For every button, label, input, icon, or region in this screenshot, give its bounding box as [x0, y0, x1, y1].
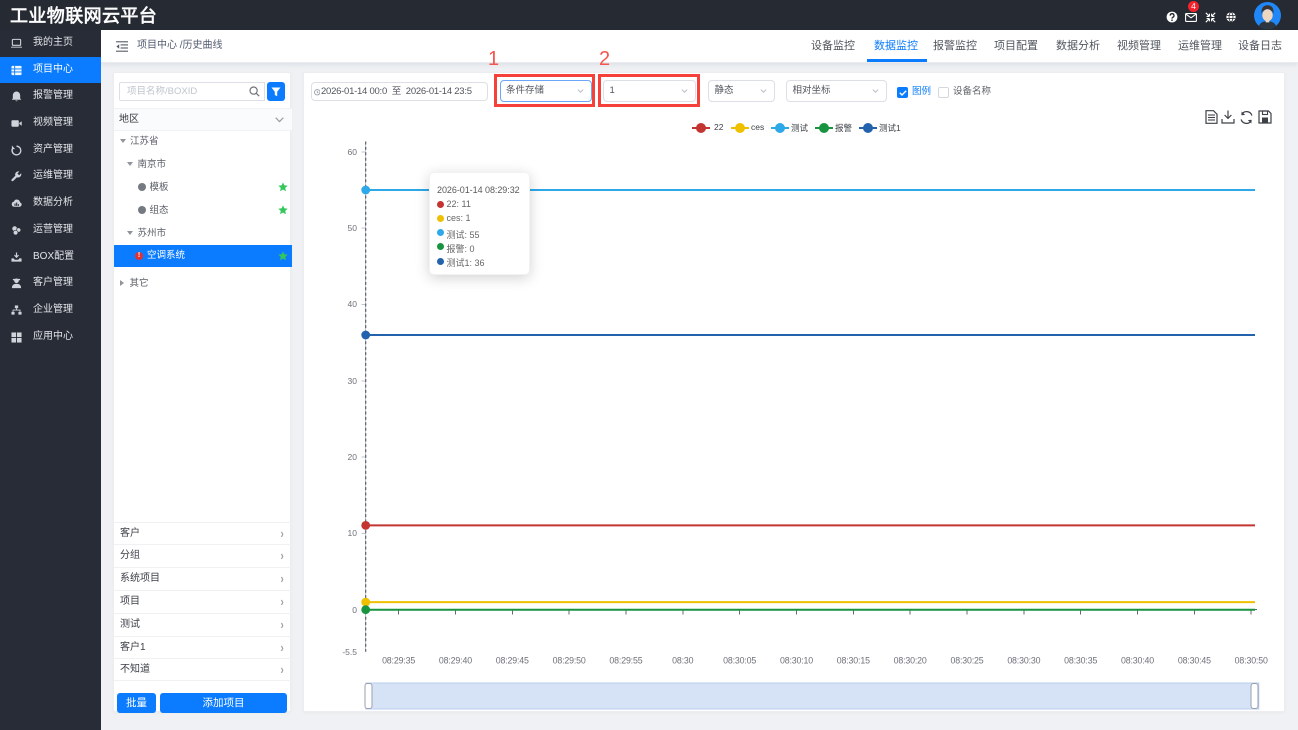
- svg-text:08:30:40: 08:30:40: [1121, 656, 1154, 666]
- svg-text:08:29:35: 08:29:35: [382, 656, 415, 666]
- svg-text:08:30:50: 08:30:50: [1235, 656, 1268, 666]
- svg-text:30: 30: [348, 376, 358, 386]
- svg-text:08:29:40: 08:29:40: [439, 656, 472, 666]
- svg-text:08:30: 08:30: [672, 656, 694, 666]
- svg-text:-5.5: -5.5: [342, 647, 357, 657]
- svg-text:08:30:15: 08:30:15: [837, 656, 870, 666]
- svg-text:60: 60: [348, 147, 358, 157]
- svg-text:08:29:45: 08:29:45: [496, 656, 529, 666]
- svg-text:0: 0: [352, 605, 357, 615]
- svg-text:08:29:50: 08:29:50: [553, 656, 586, 666]
- svg-text:08:30:10: 08:30:10: [780, 656, 813, 666]
- svg-text:08:30:05: 08:30:05: [723, 656, 756, 666]
- svg-text:40: 40: [348, 299, 358, 309]
- svg-text:08:29:55: 08:29:55: [609, 656, 642, 666]
- svg-text:08:30:35: 08:30:35: [1064, 656, 1097, 666]
- svg-text:08:30:20: 08:30:20: [894, 656, 927, 666]
- svg-text:10: 10: [348, 528, 358, 538]
- svg-text:08:30:45: 08:30:45: [1178, 656, 1211, 666]
- svg-text:08:30:30: 08:30:30: [1007, 656, 1040, 666]
- svg-text:20: 20: [348, 452, 358, 462]
- svg-text:50: 50: [348, 223, 358, 233]
- svg-text:08:30:25: 08:30:25: [950, 656, 983, 666]
